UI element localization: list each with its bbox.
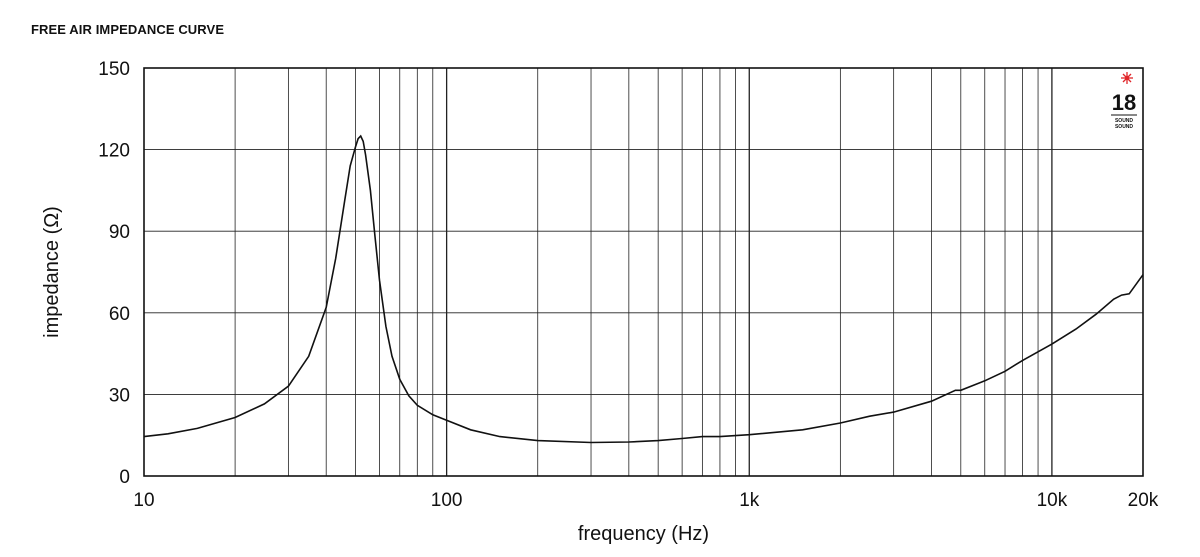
y-axis-label: impedance (Ω) <box>41 206 63 338</box>
y-tick-label: 0 <box>119 467 130 488</box>
y-tick-label: 60 <box>109 304 130 325</box>
x-tick-label: 10k <box>1037 490 1068 511</box>
x-tick-label: 100 <box>431 490 463 511</box>
logo-number: 18 <box>1112 90 1136 115</box>
brand-logo: 18 SOUND SOUND <box>1111 72 1137 130</box>
logo-text-line1: SOUND <box>1115 118 1133 124</box>
y-tick-label: 120 <box>98 141 130 162</box>
logo-text-line2: SOUND <box>1115 124 1133 130</box>
chart-grid <box>144 68 1143 476</box>
y-tick-label: 150 <box>98 59 130 80</box>
y-tick-label: 90 <box>109 222 130 243</box>
chart-title: FREE AIR IMPEDANCE CURVE <box>31 22 225 37</box>
x-tick-labels: 10 100 1k 10k 20k <box>133 490 1158 511</box>
star-icon <box>1121 72 1133 84</box>
plot-frame <box>143 67 1144 477</box>
x-tick-label: 10 <box>133 490 154 511</box>
y-tick-label: 30 <box>109 385 130 406</box>
impedance-curve <box>143 134 1144 444</box>
y-tick-labels: 0 30 60 90 120 150 <box>98 59 130 488</box>
x-tick-label: 1k <box>739 490 760 511</box>
x-axis-label: frequency (Hz) <box>578 523 709 545</box>
x-tick-label: 20k <box>1128 490 1159 511</box>
